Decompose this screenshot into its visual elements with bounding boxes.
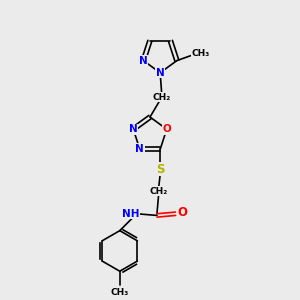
Text: N: N <box>156 68 164 78</box>
Text: O: O <box>162 124 171 134</box>
Text: N: N <box>135 144 144 154</box>
Text: NH: NH <box>122 209 139 219</box>
Text: CH₂: CH₂ <box>153 93 171 102</box>
Text: CH₃: CH₃ <box>191 49 210 58</box>
Text: S: S <box>156 163 165 176</box>
Text: N: N <box>129 124 138 134</box>
Text: CH₃: CH₃ <box>111 288 129 297</box>
Text: N: N <box>139 56 148 66</box>
Text: CH₂: CH₂ <box>149 187 168 196</box>
Text: O: O <box>177 206 187 219</box>
